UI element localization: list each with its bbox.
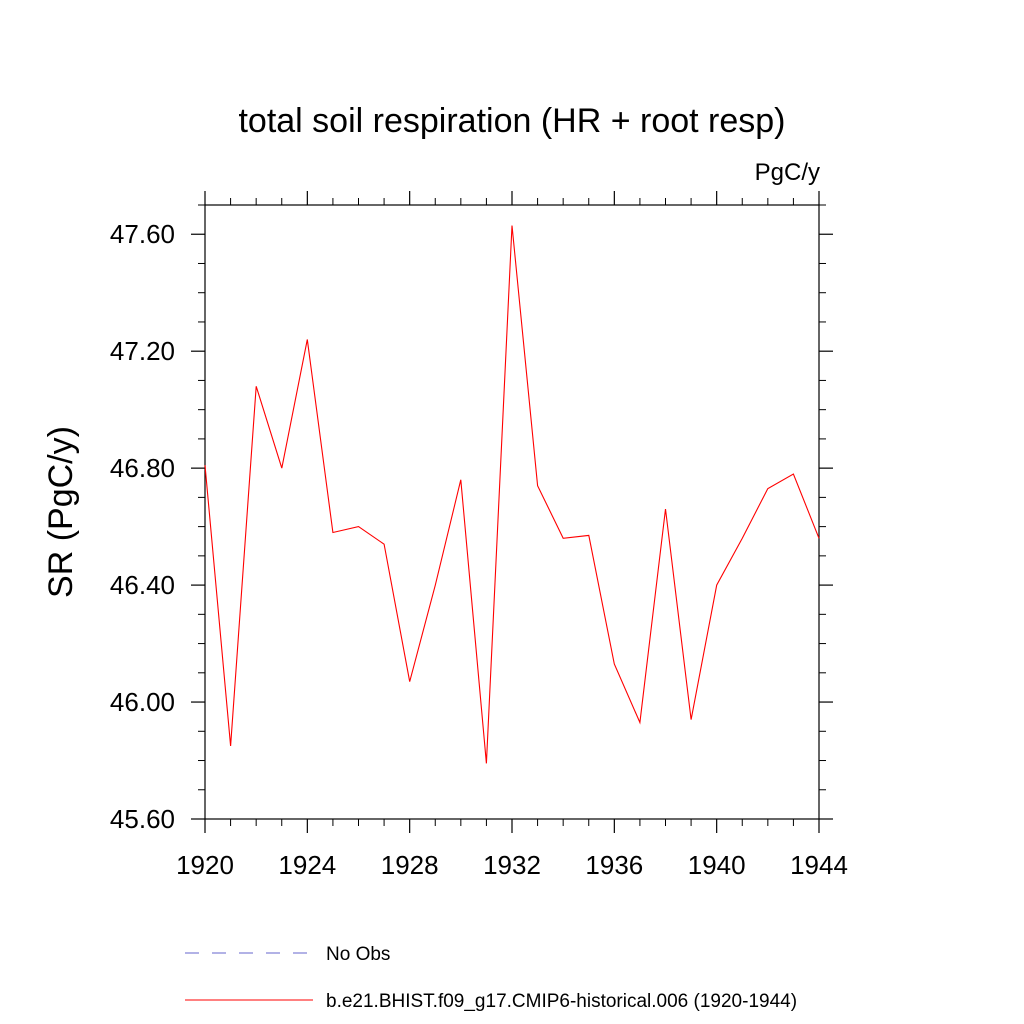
series-line <box>204 225 820 764</box>
series-lines <box>204 225 820 764</box>
major-ticks <box>191 191 833 833</box>
x-tick-label: 1940 <box>688 850 746 880</box>
x-tick-label: 1920 <box>176 850 234 880</box>
y-tick-label: 47.60 <box>110 219 175 249</box>
x-tick-label: 1944 <box>790 850 848 880</box>
x-tick-label: 1924 <box>278 850 336 880</box>
legend-label: No Obs <box>326 944 390 965</box>
chart-title: total soil respiration (HR + root resp) <box>238 102 785 140</box>
legend: No Obs b.e21.BHIST.f09_g17.CMIP6-historic… <box>185 944 797 1012</box>
y-tick-labels: 45.60 46.00 46.40 46.80 47.20 47.60 <box>110 219 175 834</box>
x-tick-label: 1936 <box>585 850 643 880</box>
y-tick-label: 45.60 <box>110 804 175 834</box>
legend-label: b.e21.BHIST.f09_g17.CMIP6-historical.006… <box>326 991 797 1012</box>
y-tick-label: 46.80 <box>110 453 175 483</box>
x-tick-labels: 1920 1924 1928 1932 1936 1940 1944 <box>176 850 848 880</box>
x-tick-label: 1928 <box>381 850 439 880</box>
y-tick-label: 46.40 <box>110 570 175 600</box>
plot-frame <box>204 204 820 820</box>
y-tick-label: 46.00 <box>110 687 175 717</box>
y-tick-label: 47.20 <box>110 336 175 366</box>
units-label: PgC/y <box>755 159 820 186</box>
minor-ticks <box>198 198 826 826</box>
y-axis-label: SR (PgC/y) <box>42 426 80 598</box>
x-tick-label: 1932 <box>483 850 541 880</box>
